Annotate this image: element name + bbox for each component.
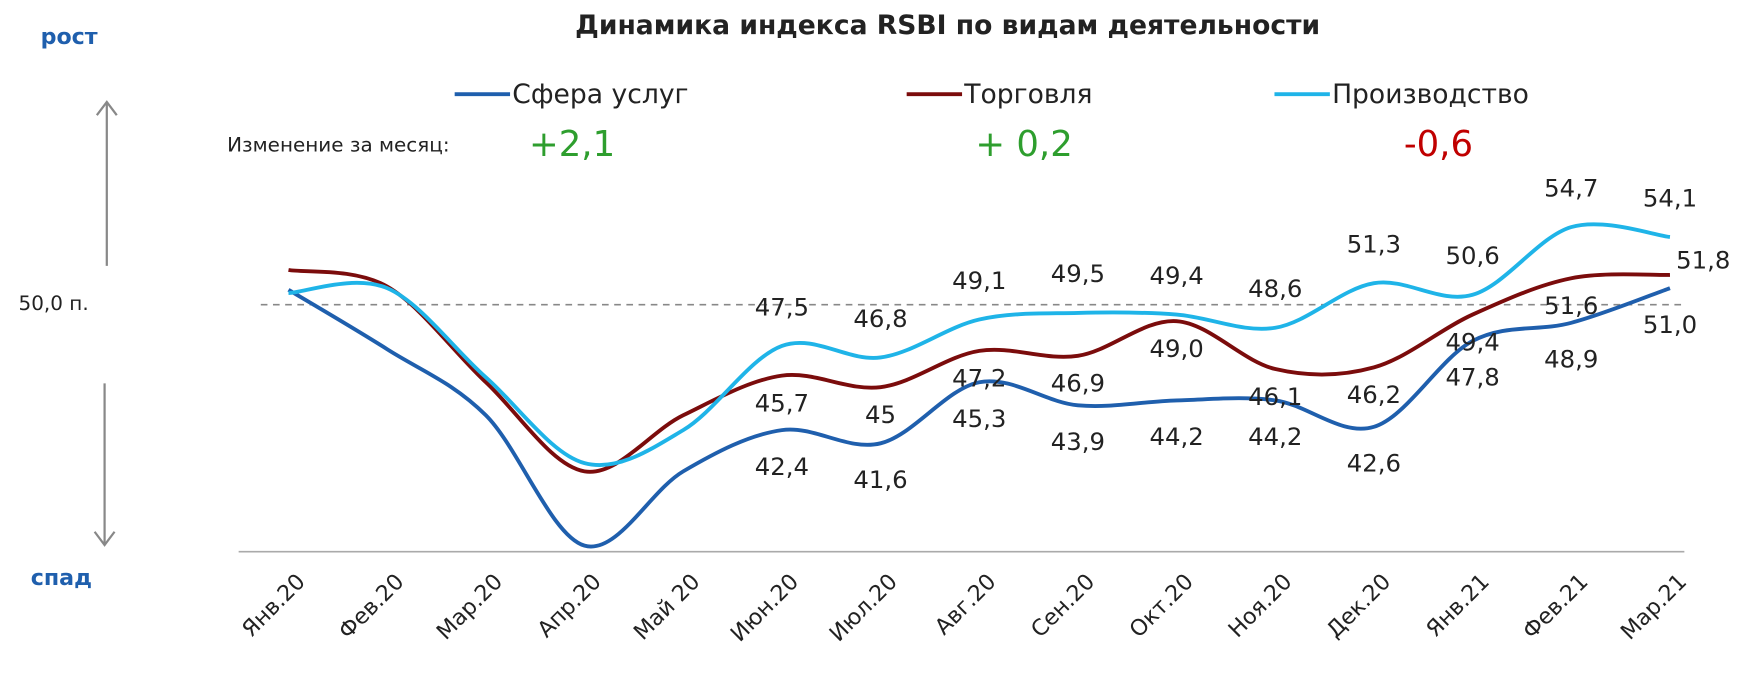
data-label: 46,8 xyxy=(853,304,907,333)
x-tick-label: Дек.20 xyxy=(1321,569,1396,644)
x-tick-label: Сен.20 xyxy=(1026,569,1100,643)
x-tick-label: Май 20 xyxy=(629,569,706,646)
data-label: 45,7 xyxy=(755,388,809,417)
data-label: 50,6 xyxy=(1445,241,1499,270)
change-caption: Изменение за месяц: xyxy=(227,133,449,157)
data-label: 47,5 xyxy=(755,292,809,321)
series-line xyxy=(288,268,1671,474)
data-label: 51,3 xyxy=(1347,230,1401,259)
legend-label: Производство xyxy=(1332,79,1529,110)
x-tick-label: Фев.21 xyxy=(1518,569,1594,645)
chart-title: Динамика индекса RSBI по видам деятельно… xyxy=(575,10,1320,41)
x-tick-label: Фев.20 xyxy=(334,569,410,645)
up-arrow-head xyxy=(95,100,118,116)
legend-label: Сфера услуг xyxy=(512,79,688,110)
series-line xyxy=(287,286,1671,549)
x-tick-label: Янв.20 xyxy=(237,569,311,643)
data-label: 49,0 xyxy=(1149,334,1203,363)
x-tick-label: Авг.20 xyxy=(930,569,1001,640)
data-label: 42,4 xyxy=(755,452,809,481)
down-arrow-head xyxy=(93,531,116,547)
change-value: +2,1 xyxy=(529,124,615,165)
data-label: 43,9 xyxy=(1051,427,1105,456)
change-value: -0,6 xyxy=(1404,124,1473,165)
data-label: 46,1 xyxy=(1248,382,1302,411)
data-label: 49,1 xyxy=(952,266,1006,295)
data-label: 45,3 xyxy=(952,404,1006,433)
x-tick-label: Июл.20 xyxy=(824,569,902,647)
data-label: 46,2 xyxy=(1347,380,1401,409)
data-label: 51,6 xyxy=(1544,291,1598,320)
x-tick-label: Окт.20 xyxy=(1125,569,1199,643)
data-label: 49,4 xyxy=(1149,261,1203,290)
x-tick-label: Мар.20 xyxy=(432,569,508,645)
data-label: 54,1 xyxy=(1643,183,1697,212)
x-tick-label: Янв.21 xyxy=(1421,569,1495,643)
data-label: 51,8 xyxy=(1676,246,1730,275)
x-tick-label: Мар.21 xyxy=(1616,569,1692,645)
data-label: 42,6 xyxy=(1347,448,1401,477)
data-label: 46,9 xyxy=(1051,369,1105,398)
data-label: 44,2 xyxy=(1248,422,1302,451)
up-label: рост xyxy=(41,24,98,50)
x-tick-label: Июн.20 xyxy=(726,569,804,647)
series-line xyxy=(288,222,1671,467)
data-label: 45 xyxy=(865,400,896,429)
data-label: 49,5 xyxy=(1051,259,1105,288)
legend-label: Торговля xyxy=(963,79,1092,110)
data-label: 41,6 xyxy=(853,465,907,494)
reference-label: 50,0 п. xyxy=(19,291,89,315)
x-tick-label: Ноя.20 xyxy=(1223,569,1297,643)
data-label: 48,9 xyxy=(1544,344,1598,373)
data-label: 47,8 xyxy=(1445,363,1499,392)
x-tick-label: Апр.20 xyxy=(532,569,606,643)
data-label: 47,2 xyxy=(952,364,1006,393)
data-label: 54,7 xyxy=(1544,173,1598,202)
down-label: спад xyxy=(31,565,92,591)
data-label: 49,4 xyxy=(1445,327,1499,356)
data-label: 48,6 xyxy=(1248,274,1302,303)
change-value: + 0,2 xyxy=(975,124,1072,165)
data-label: 44,2 xyxy=(1149,422,1203,451)
data-label: 51,0 xyxy=(1643,310,1697,339)
